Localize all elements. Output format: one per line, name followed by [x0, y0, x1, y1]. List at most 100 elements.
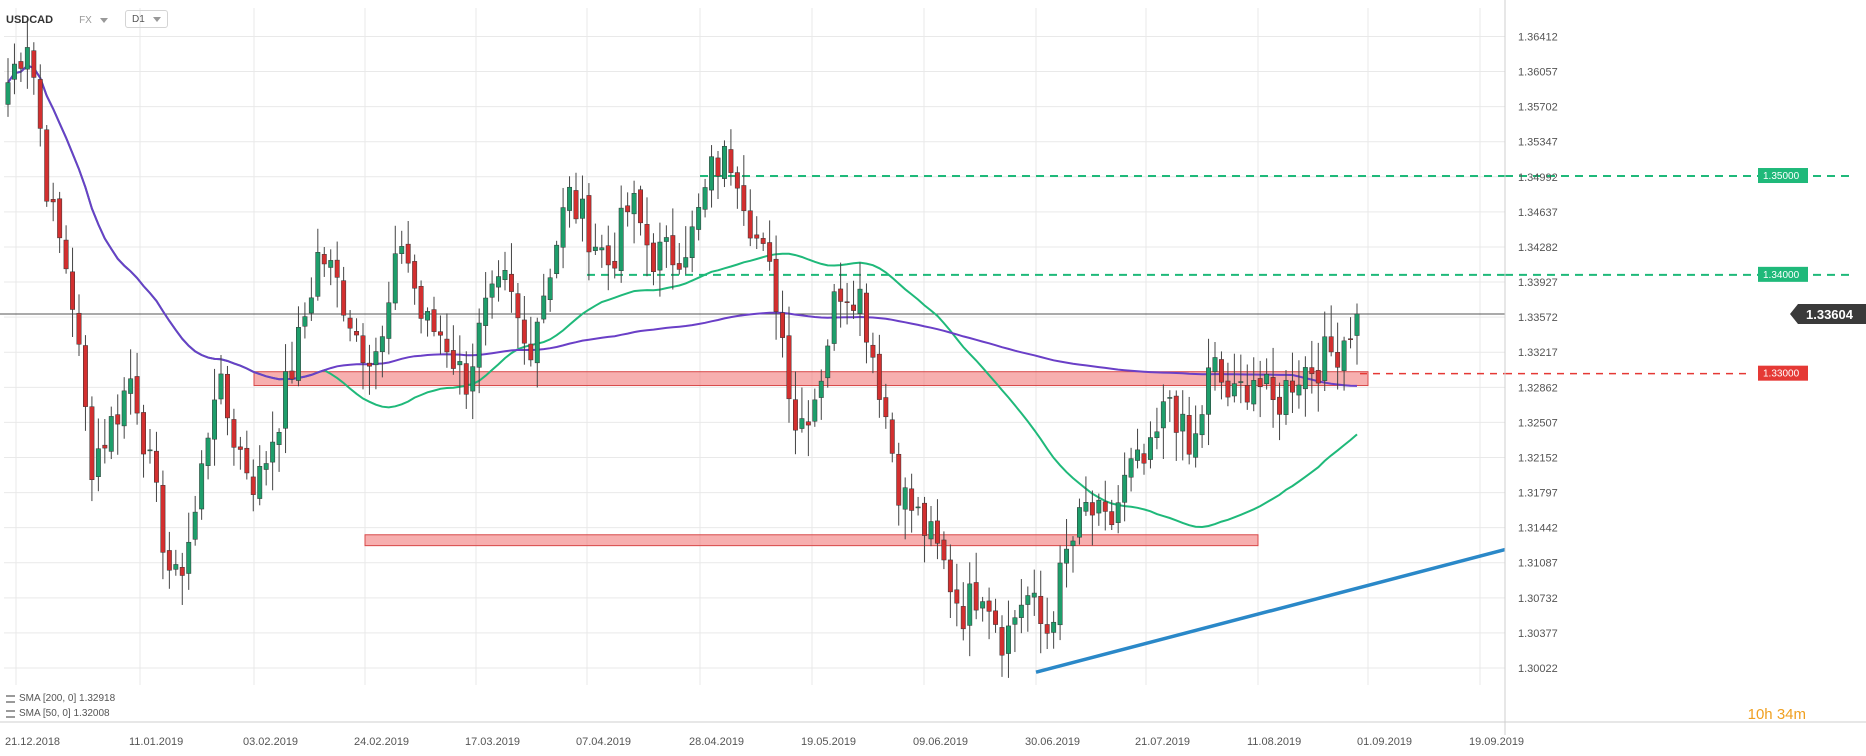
candle-body [1296, 384, 1302, 396]
candle-body [379, 336, 385, 353]
candle-body [1089, 502, 1095, 516]
x-tick-label: 11.01.2019 [129, 736, 183, 748]
y-tick-label: 1.32507 [1518, 417, 1558, 429]
candle-body [967, 583, 973, 626]
candle-body [470, 366, 476, 392]
candle-body [418, 285, 424, 319]
candle-body [218, 373, 224, 400]
candle-body [367, 362, 372, 367]
candle-body [70, 271, 75, 310]
candle-body [618, 207, 624, 271]
candle-body [1251, 380, 1257, 405]
x-tick-label: 21.07.2019 [1135, 736, 1190, 748]
candle-body [1193, 433, 1199, 458]
candle-body [173, 564, 179, 570]
candlesticks [5, 18, 1360, 678]
candle-body [302, 316, 308, 327]
candle-body [1290, 380, 1295, 393]
asset-class-label: FX [79, 14, 92, 26]
candle-body [1225, 380, 1231, 398]
y-tick-label: 1.35347 [1518, 137, 1558, 149]
y-tick-label: 1.31087 [1518, 558, 1558, 570]
candle-body [567, 186, 572, 211]
candle-body [289, 370, 295, 380]
candle-body [722, 146, 727, 179]
candle-body [1354, 313, 1360, 336]
candle-body [276, 431, 282, 445]
candle-body [438, 331, 443, 336]
chevron-down-icon[interactable] [99, 17, 108, 23]
candle-body [547, 277, 553, 300]
y-tick-label: 1.31797 [1518, 488, 1558, 500]
candle-body [1122, 474, 1128, 503]
candle-body [1006, 625, 1011, 654]
indicator-icon [6, 694, 15, 703]
candle-body [683, 257, 689, 268]
y-tick-label: 1.34992 [1518, 172, 1558, 184]
y-tick-label: 1.33572 [1518, 312, 1558, 324]
candle-body [1231, 383, 1237, 397]
candle-body [399, 246, 405, 254]
candle-body [541, 295, 547, 320]
candle-body [108, 416, 114, 452]
candle-body [973, 582, 979, 611]
x-tick-label: 28.04.2019 [689, 736, 744, 748]
candle-body [1141, 453, 1147, 464]
candle-body [1012, 617, 1018, 625]
candle-body [560, 207, 566, 248]
candle-body [864, 292, 869, 343]
y-tick-label: 1.35702 [1518, 102, 1558, 114]
current-price-label: 1.33604 [1806, 307, 1854, 322]
candle-body [1283, 380, 1289, 415]
candle-body [321, 254, 327, 265]
candle-body [715, 157, 721, 177]
candle-body [444, 338, 450, 353]
candle-body [244, 447, 250, 474]
candle-body [250, 476, 256, 495]
candle-body [1173, 395, 1179, 433]
y-tick-label: 1.34637 [1518, 207, 1558, 219]
legend-sma50[interactable]: SMA [50, 0] 1.32008 [6, 708, 110, 719]
candle-body [141, 412, 146, 455]
candle-body [354, 331, 359, 336]
timeframe-select[interactable]: D1 [125, 10, 168, 28]
candle-body [76, 312, 82, 345]
candle-body [1270, 377, 1276, 400]
y-tick-label: 1.30377 [1518, 628, 1558, 640]
timer-h-unit: h [1764, 706, 1773, 723]
x-tick-label: 19.05.2019 [801, 736, 856, 748]
candle-body [747, 210, 753, 239]
candle-body [651, 242, 656, 273]
candle-body [1160, 401, 1166, 429]
candle-body [502, 270, 508, 281]
candle-body [1257, 378, 1263, 387]
candle-body [760, 238, 766, 244]
y-tick-label: 1.33927 [1518, 277, 1558, 289]
candle-body [257, 466, 263, 499]
support-zone [364, 534, 1259, 547]
price-level-label: 1.35000 [1763, 171, 1800, 182]
candle-body [1096, 499, 1102, 514]
candle-body [341, 280, 347, 316]
candle-body [121, 390, 127, 427]
candle-body [1115, 502, 1121, 523]
legend-sma200[interactable]: SMA [200, 0] 1.32918 [6, 693, 115, 704]
candle-body [179, 567, 185, 576]
candle-body [935, 520, 940, 544]
candle-body [1038, 595, 1044, 624]
candle-body [1018, 604, 1024, 618]
candle-body [521, 319, 527, 344]
candle-body [1083, 502, 1089, 512]
candle-body [773, 258, 779, 312]
candle-body [515, 293, 521, 319]
candle-body [573, 190, 579, 220]
candle-body [463, 363, 469, 395]
x-tick-label: 09.06.2019 [913, 736, 968, 748]
y-tick-label: 1.36057 [1518, 67, 1558, 79]
candle-body [1102, 501, 1108, 512]
candle-body [1212, 357, 1218, 372]
candle-body [851, 304, 856, 311]
candle-body [83, 345, 88, 407]
candle-body [670, 235, 676, 266]
